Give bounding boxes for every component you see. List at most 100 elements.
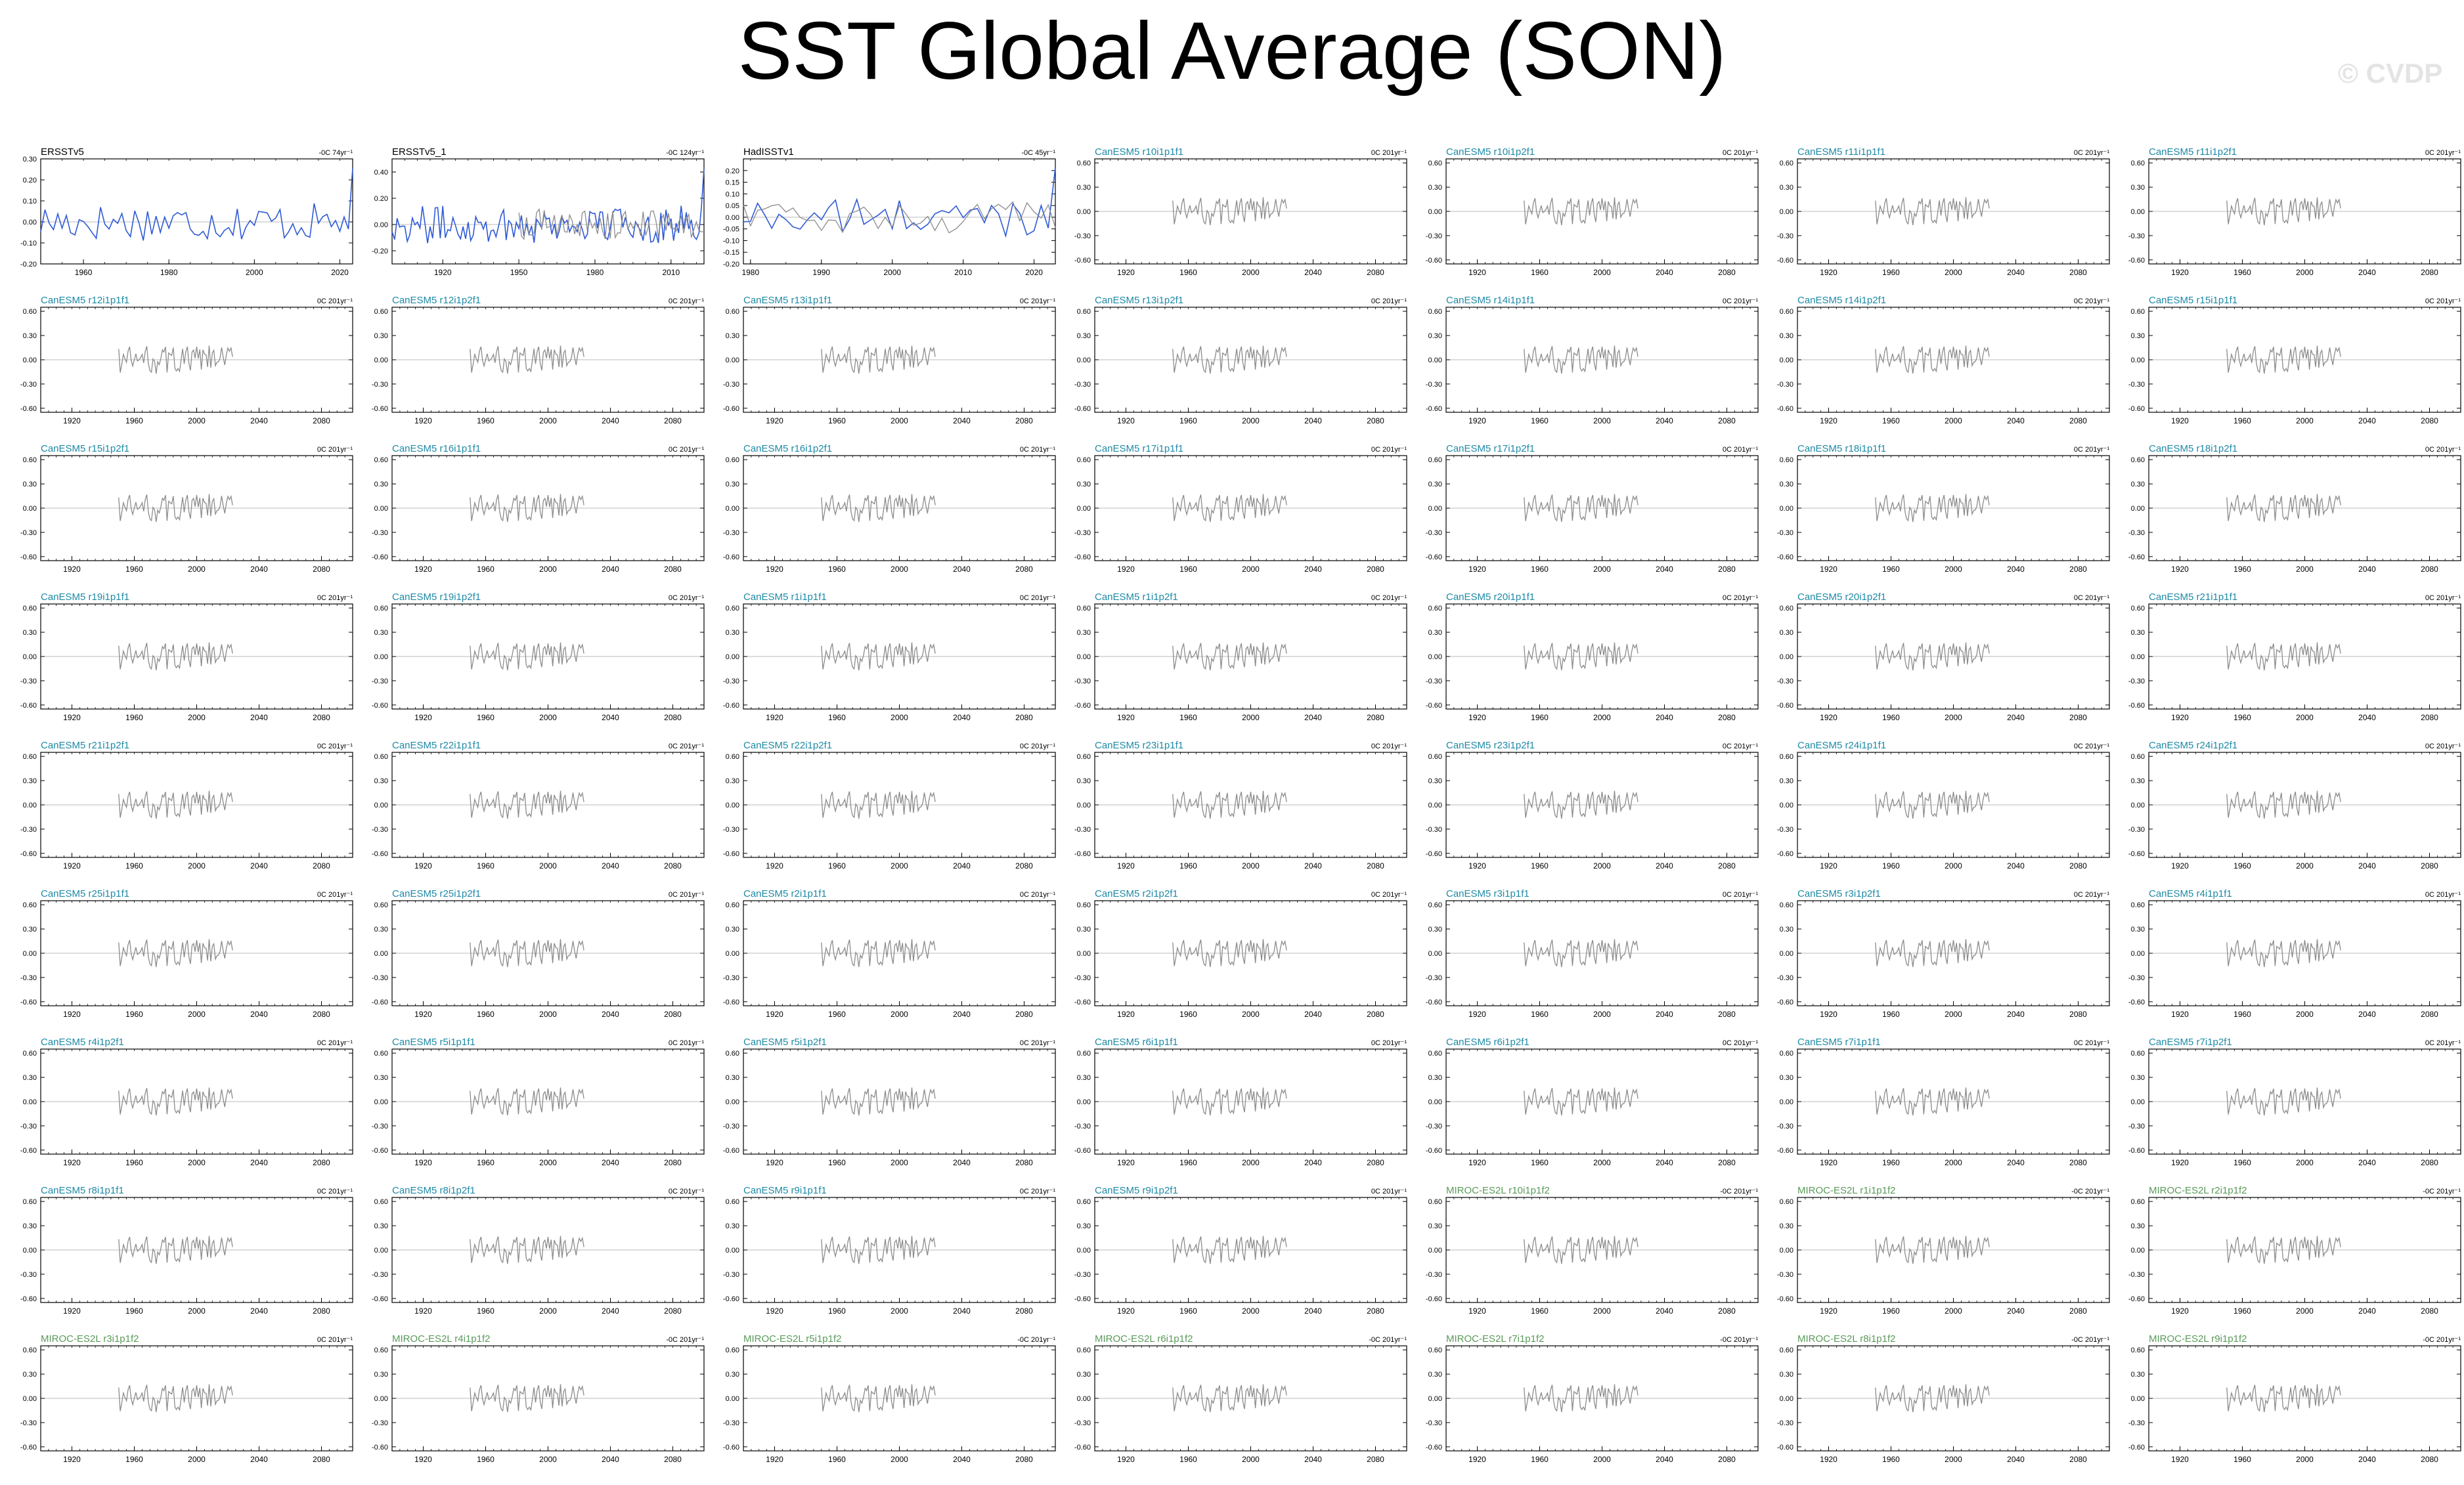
panel-title: CanESM5 r17i1p2f1 [1446,443,1535,454]
y-tick-label: 0.00 [1428,505,1442,513]
obs-overlay-line [470,642,584,671]
y-tick-label: 0.00 [374,950,388,958]
x-tick-label: 2080 [1367,565,1384,574]
x-tick-label: 2040 [250,416,268,425]
y-tick-label: 0.60 [1077,456,1091,464]
y-tick-label: -0.60 [1074,702,1091,710]
y-tick-label: 0.20 [726,167,739,175]
y-tick-label: 0.00 [726,802,739,809]
x-tick-label: 1960 [1882,861,1900,871]
y-tick-label: 0.60 [726,901,739,909]
y-tick-label: -0.30 [1777,232,1793,240]
y-tick-label: 0.00 [1077,505,1091,513]
y-tick-label: 0.30 [1428,777,1442,785]
panel-trend: 0C 201yr⁻¹ [1371,594,1407,602]
y-tick-label: -0.60 [1777,850,1793,858]
y-tick-label: 0.30 [726,481,739,488]
x-tick-label: 2000 [539,1158,557,1167]
x-tick-label: 2080 [1015,1158,1033,1167]
y-tick-label: -0.60 [1426,702,1442,710]
y-tick-label: 0.60 [1428,901,1442,909]
y-tick-label: 0.00 [726,653,739,661]
y-tick-label: 0.15 [726,179,739,187]
panel-trend: 0C 201yr⁻¹ [1020,742,1055,750]
chart-panel: CanESM5 r3i1p2f1 0C 201yr⁻¹ 1920 1960 2000 20… [1777,888,2110,1019]
x-tick-label: 2040 [1656,268,1673,277]
y-tick-label: -0.30 [20,678,37,685]
x-tick-label: 2040 [1304,416,1322,425]
plot-frame [743,158,1056,265]
panel-title: CanESM5 r16i1p2f1 [743,443,832,454]
obs-overlay-line [821,939,936,968]
obs-overlay-line [2226,939,2341,968]
x-tick-label: 1960 [75,268,93,277]
x-tick-label: 2080 [1367,1010,1384,1019]
x-tick-label: 2080 [1367,713,1384,722]
chart-panel: CanESM5 r24i1p1f1 0C 201yr⁻¹ 1920 1960 2000 2… [1777,740,2110,871]
obs-overlay-line [821,790,936,819]
chart-panel: CanESM5 r2i1p1f1 0C 201yr⁻¹ 1920 1960 2000 20… [723,888,1056,1019]
y-tick-label: 0.00 [1780,802,1793,809]
y-tick-label: -0.30 [2128,529,2145,537]
y-tick-label: -0.60 [2128,702,2145,710]
panel-trend: 0C 201yr⁻¹ [1020,297,1055,305]
y-tick-label: 0.60 [374,308,388,316]
chart-panel: CanESM5 r19i1p2f1 0C 201yr⁻¹ 1920 1960 2000 2… [372,592,705,722]
y-tick-label: 0.00 [1780,653,1793,661]
x-tick-label: 1920 [434,268,452,277]
x-tick-label: 1920 [1820,268,1837,277]
x-tick-label: 2080 [2421,268,2438,277]
obs-overlay-line [1875,790,1990,819]
panel-trend: 0C 201yr⁻¹ [1020,594,1055,602]
x-tick-label: 2000 [188,861,206,871]
y-tick-label: 0.30 [1428,332,1442,340]
x-tick-label: 2000 [2296,1010,2314,1019]
y-tick-label: 0.30 [23,1074,37,1082]
panel-trend: 0C 201yr⁻¹ [317,446,353,454]
y-tick-label: 0.60 [1077,308,1091,316]
y-tick-label: 0.30 [374,332,388,340]
panel-trend: 0C 201yr⁻¹ [2425,446,2461,454]
x-tick-label: 2040 [2007,268,2025,277]
panel-title: CanESM5 r15i1p1f1 [2149,295,2237,306]
y-tick-label: -0.30 [1426,232,1442,240]
x-tick-label: 2000 [1242,565,1260,574]
obs-overlay-line [1172,494,1287,523]
y-tick-label: 0.00 [1780,208,1793,216]
y-tick-label: 0.60 [23,308,37,316]
panel-title: CanESM5 r16i1p1f1 [392,443,481,454]
y-tick-label: 0.00 [1428,356,1442,364]
x-tick-label: 2040 [602,861,619,871]
x-tick-label: 2000 [891,416,908,425]
x-tick-label: 2040 [953,565,971,574]
x-tick-label: 1960 [828,416,846,425]
y-tick-label: -0.30 [723,1123,739,1130]
y-tick-label: -0.30 [723,974,739,982]
panel-trend: 0C 201yr⁻¹ [2074,149,2109,157]
panel-trend: 0C 201yr⁻¹ [1723,297,1758,305]
obs-overlay-line [118,790,233,819]
y-tick-label: 0.00 [374,356,388,364]
y-tick-label: -0.30 [372,529,388,537]
panel-trend: -0C 45yr⁻¹ [1021,149,1055,157]
x-tick-label: 1960 [1882,713,1900,722]
y-tick-label: -0.30 [372,974,388,982]
x-tick-label: 2040 [2007,416,2025,425]
y-tick-label: -0.60 [723,1147,739,1155]
panel-title: CanESM5 r14i1p2f1 [1797,295,1886,306]
x-tick-label: 1960 [2233,268,2251,277]
x-tick-label: 1920 [63,861,81,871]
x-tick-label: 1920 [63,416,81,425]
x-tick-label: 2040 [250,565,268,574]
x-tick-label: 2040 [602,565,619,574]
panel-title: CanESM5 r6i1p1f1 [1095,1037,1178,1048]
x-tick-label: 2040 [2007,565,2025,574]
y-tick-label: -0.30 [1777,974,1793,982]
chart-panel: CanESM5 r14i1p1f1 0C 201yr⁻¹ 1920 1960 2000 2… [1426,295,1759,425]
y-tick-label: 0.30 [1077,629,1091,637]
x-tick-label: 2080 [313,416,330,425]
x-tick-label: 2080 [1015,1010,1033,1019]
y-tick-label: -0.30 [372,678,388,685]
panel-title: CanESM5 r11i1p1f1 [1797,146,1885,158]
x-tick-label: 2080 [1015,416,1033,425]
